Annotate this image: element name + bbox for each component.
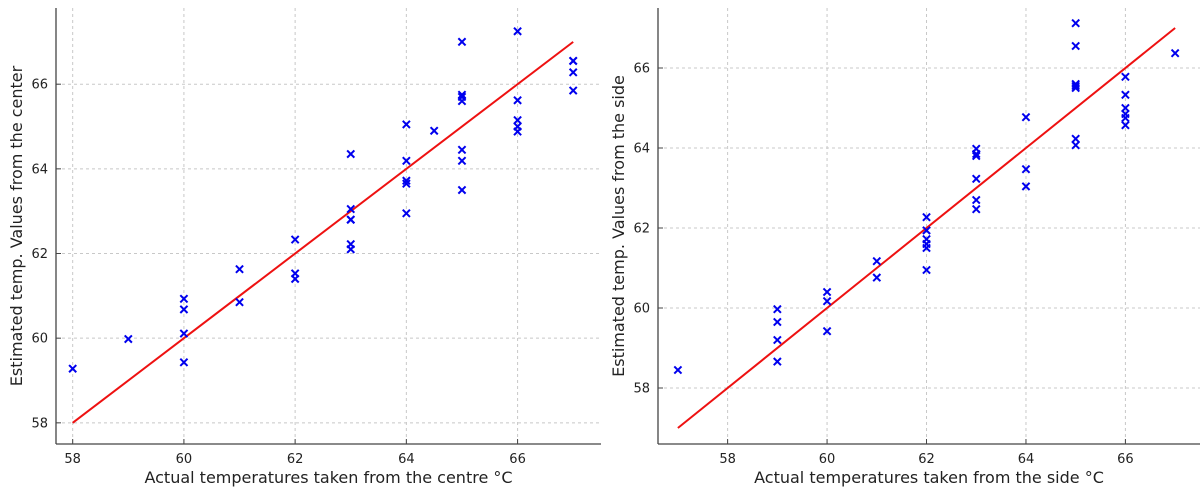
data-point-marker: [1121, 120, 1130, 130]
data-point-marker: [235, 264, 244, 274]
data-point-marker: [402, 179, 411, 188]
y-tick-label: 60: [31, 332, 48, 347]
fit-line: [72, 41, 574, 424]
data-point-marker: [971, 204, 981, 214]
x-axis-label: Actual temperatures taken from the side …: [754, 468, 1104, 487]
y-axis-label: Estimated temp. Values from the center: [7, 65, 26, 386]
data-point-marker: [513, 95, 522, 105]
scatter-chart-centre: 58 60 62 64 66 58 60 62 64 66 Actual temperatures …: [7, 8, 601, 487]
x-tick-label: 62: [918, 452, 935, 467]
data-point-marker: [1121, 72, 1130, 82]
y-tick-label: 62: [31, 247, 48, 262]
data-point-marker: [971, 151, 981, 161]
data-point-marker: [1121, 90, 1130, 100]
fit-line: [677, 27, 1176, 429]
data-point-marker: [346, 204, 356, 214]
data-point-marker: [568, 68, 578, 77]
data-point-marker: [773, 304, 782, 314]
data-point-marker: [346, 244, 356, 254]
data-point-marker: [179, 329, 189, 338]
y-tick-label: 64: [31, 162, 48, 177]
data-point-marker: [235, 297, 244, 307]
data-point-marker: [1071, 140, 1080, 150]
chart-side-svg: 58 60 62 64 66 58 60 62 64 66 Actual temperatures …: [609, 8, 1200, 487]
data-point-marker: [68, 364, 77, 373]
data-point-marker: [568, 56, 578, 66]
data-point-marker: [568, 86, 578, 95]
data-point-marker: [971, 174, 981, 184]
data-point-marker: [971, 195, 981, 205]
data-point-marker: [513, 115, 522, 125]
data-point-marker: [457, 185, 467, 195]
data-point-marker: [179, 294, 189, 304]
y-tick-label: 58: [633, 382, 650, 397]
data-point-marker: [457, 145, 467, 155]
x-tick-label: 66: [1117, 452, 1134, 467]
data-point-marker: [179, 305, 189, 314]
data-point-marker: [822, 287, 832, 297]
data-point-marker: [922, 265, 931, 275]
data-point-marker: [123, 334, 133, 344]
data-point-marker: [1071, 41, 1080, 51]
x-tick-label: 64: [1018, 452, 1035, 467]
x-axis-label: Actual temperatures taken from the centr…: [144, 468, 512, 487]
data-point-marker: [922, 212, 931, 222]
data-point-marker: [773, 357, 782, 366]
data-point-marker: [402, 208, 411, 218]
data-point-marker: [1071, 18, 1080, 28]
x-tick-label: 60: [176, 452, 193, 467]
data-point-marker: [1021, 112, 1031, 122]
y-tick-label: 58: [31, 416, 48, 431]
y-tick-label: 66: [633, 62, 650, 77]
data-point-marker: [773, 317, 782, 327]
data-point-marker: [290, 274, 300, 284]
data-point-marker: [673, 365, 683, 375]
data-point-marker: [1071, 81, 1080, 91]
data-point-marker: [346, 149, 356, 159]
x-tick-label: 62: [287, 452, 304, 467]
x-tick-label: 58: [64, 452, 81, 467]
data-point-marker: [513, 26, 522, 36]
y-tick-label: 60: [633, 302, 650, 317]
data-point-marker: [346, 215, 356, 224]
data-point-marker: [513, 127, 522, 136]
data-point-marker: [290, 235, 300, 244]
data-point-marker: [457, 156, 467, 166]
data-point-marker: [922, 226, 931, 235]
x-tick-label: 58: [719, 452, 736, 467]
data-point-marker: [1071, 134, 1080, 144]
x-tick-label: 64: [398, 452, 415, 467]
data-point-marker: [457, 37, 467, 47]
data-point-marker: [402, 120, 411, 129]
y-tick-label: 64: [633, 142, 650, 157]
data-point-marker: [872, 273, 882, 282]
y-tick-label: 62: [633, 222, 650, 237]
data-point-marker: [773, 335, 782, 345]
data-point-marker: [872, 256, 882, 266]
data-point-marker: [429, 126, 439, 136]
x-tick-label: 66: [509, 452, 526, 467]
data-point-marker: [922, 243, 931, 253]
data-point-marker: [402, 156, 411, 166]
y-axis-label: Estimated temp. Values from the side: [609, 75, 628, 377]
data-point-marker: [179, 357, 189, 367]
data-point-marker: [971, 149, 981, 159]
data-point-marker: [402, 176, 411, 186]
data-point-marker: [1121, 113, 1130, 123]
data-point-marker: [457, 90, 467, 100]
x-tick-label: 60: [819, 452, 836, 467]
data-point-marker: [457, 92, 467, 102]
scatter-chart-side: 58 60 62 64 66 58 60 62 64 66 Actual temperatures …: [602, 0, 1204, 497]
data-point-marker: [822, 326, 832, 336]
data-point-marker: [822, 296, 832, 306]
y-tick-label: 66: [31, 78, 48, 93]
data-point-marker: [1021, 164, 1031, 174]
data-point-marker: [1071, 83, 1080, 93]
data-point-marker: [1021, 182, 1031, 191]
data-point-marker: [1170, 48, 1180, 58]
